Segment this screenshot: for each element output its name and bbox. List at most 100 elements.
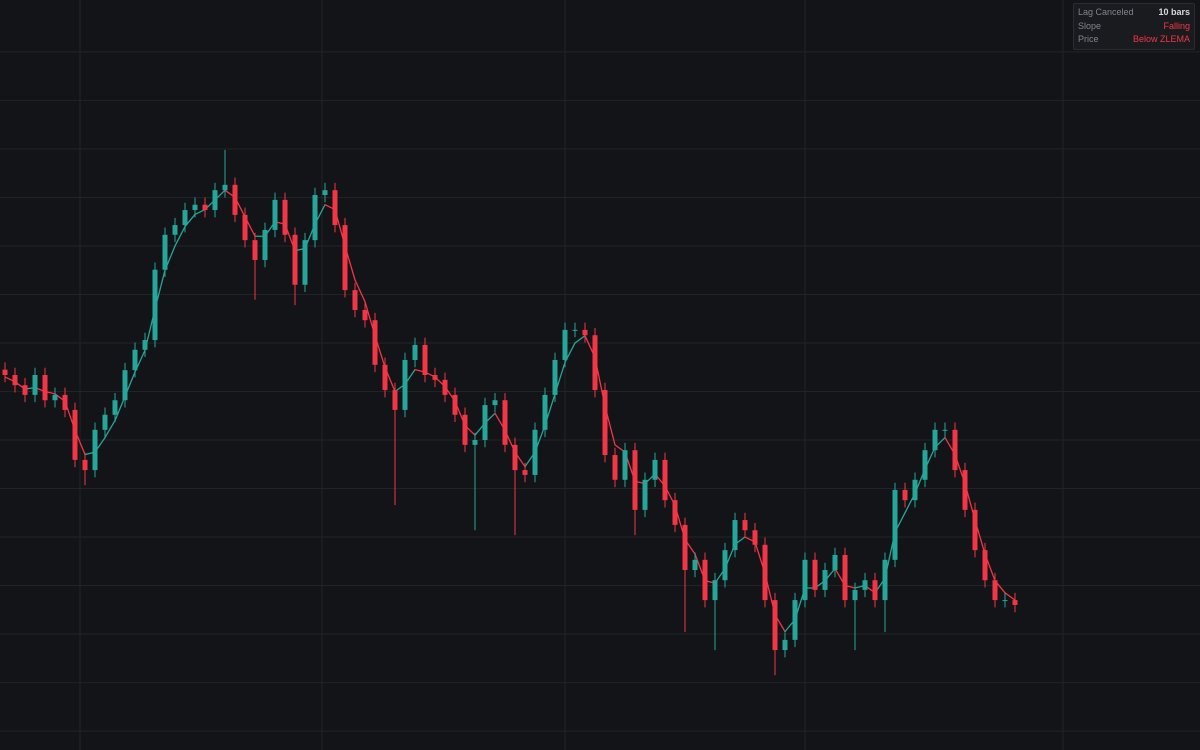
candle-body bbox=[742, 520, 748, 531]
candle-body bbox=[322, 190, 328, 196]
candle-body bbox=[532, 429, 538, 475]
candle-body bbox=[612, 455, 618, 480]
candle-body bbox=[292, 234, 298, 285]
panel-row: Lag Canceled 10 bars bbox=[1078, 6, 1190, 20]
candle-body bbox=[892, 489, 898, 560]
panel-value: 10 bars bbox=[1158, 7, 1190, 17]
zlema-segment bbox=[194, 208, 206, 216]
candle-body bbox=[822, 570, 828, 590]
candle-body bbox=[272, 199, 278, 230]
candle-body bbox=[662, 459, 668, 501]
zlema-segment bbox=[354, 279, 366, 303]
candle-body bbox=[582, 329, 588, 336]
candle-body bbox=[772, 600, 778, 651]
candle-body bbox=[672, 500, 678, 525]
candle-body bbox=[1002, 600, 1008, 602]
panel-label: Slope bbox=[1078, 20, 1102, 31]
candle-body bbox=[632, 450, 638, 510]
candle-body bbox=[472, 440, 478, 445]
candle-body bbox=[962, 470, 968, 510]
candle-body bbox=[342, 225, 348, 291]
candle-body bbox=[192, 204, 198, 211]
panel-value: Below ZLEMA bbox=[1132, 34, 1190, 44]
candle-body bbox=[842, 554, 848, 601]
panel-value: Falling bbox=[1163, 20, 1190, 31]
candle-body bbox=[452, 394, 458, 415]
candle-body bbox=[12, 375, 18, 386]
candle-body bbox=[812, 559, 818, 590]
candle-body bbox=[72, 409, 78, 460]
candle-body bbox=[912, 479, 918, 501]
panel-row: Price Below ZLEMA bbox=[1078, 33, 1190, 47]
candle-body bbox=[142, 340, 148, 350]
candle-body bbox=[182, 210, 188, 226]
candle-body bbox=[982, 550, 988, 581]
candle-body bbox=[252, 240, 258, 261]
candle-body bbox=[1012, 600, 1018, 605]
candle-body bbox=[112, 400, 118, 415]
candle-body bbox=[432, 375, 438, 380]
candle-body bbox=[602, 390, 608, 456]
candle-body bbox=[592, 335, 598, 391]
candle-body bbox=[232, 184, 238, 215]
candle-body bbox=[352, 290, 358, 310]
candle-body bbox=[692, 559, 698, 571]
candle-body bbox=[52, 394, 58, 401]
candle-body bbox=[972, 509, 978, 551]
candle-body bbox=[882, 559, 888, 601]
candle-body bbox=[282, 199, 288, 235]
candle-body bbox=[522, 470, 528, 475]
candle-body bbox=[312, 195, 318, 241]
candle-body bbox=[62, 394, 68, 410]
candle-body bbox=[162, 234, 168, 270]
candle-body bbox=[552, 359, 558, 395]
candle-body bbox=[262, 229, 268, 261]
candle-body bbox=[782, 639, 788, 651]
candle-body bbox=[762, 544, 768, 601]
candle-body bbox=[412, 344, 418, 360]
candle-body bbox=[752, 530, 758, 545]
candle-body bbox=[872, 580, 878, 601]
candle-body bbox=[42, 375, 48, 401]
candle-body bbox=[362, 309, 368, 321]
candle-body bbox=[32, 375, 38, 395]
candle-body bbox=[722, 550, 728, 581]
candle-body bbox=[202, 204, 208, 211]
zlema-segment bbox=[174, 225, 186, 247]
candle-body bbox=[512, 444, 518, 471]
candle-body bbox=[862, 580, 868, 590]
candle-body bbox=[212, 190, 218, 211]
info-panel: Lag Canceled 10 bars Slope Falling Price Be… bbox=[1073, 3, 1195, 50]
candle-body bbox=[712, 580, 718, 601]
candle-body bbox=[502, 400, 508, 445]
candle-body bbox=[172, 225, 178, 235]
candle-body bbox=[682, 524, 688, 571]
candle-body bbox=[332, 190, 338, 226]
candle-body bbox=[952, 429, 958, 471]
candle-body bbox=[922, 450, 928, 480]
candle-body bbox=[302, 240, 308, 285]
zlema-segment bbox=[1004, 592, 1016, 601]
panel-row: Slope Falling bbox=[1078, 20, 1190, 34]
candle-body bbox=[792, 600, 798, 640]
candle-body bbox=[642, 479, 648, 510]
candle-body bbox=[92, 429, 98, 471]
candle-body bbox=[732, 520, 738, 551]
candle-body bbox=[82, 459, 88, 471]
candle-body bbox=[422, 344, 428, 375]
candle-body bbox=[242, 214, 248, 241]
panel-label: Lag Canceled bbox=[1078, 7, 1134, 17]
panel-label: Price bbox=[1078, 34, 1099, 44]
candle-body bbox=[462, 414, 468, 445]
candle-body bbox=[852, 589, 858, 601]
zlema-segment bbox=[114, 395, 126, 422]
candle-body bbox=[572, 329, 578, 331]
zlema-segment bbox=[574, 335, 586, 344]
candle-body bbox=[482, 405, 488, 441]
candle-body bbox=[902, 489, 908, 501]
candle-body bbox=[22, 385, 28, 395]
candle-body bbox=[992, 580, 998, 601]
candle-body bbox=[542, 394, 548, 430]
candle-body bbox=[702, 559, 708, 601]
